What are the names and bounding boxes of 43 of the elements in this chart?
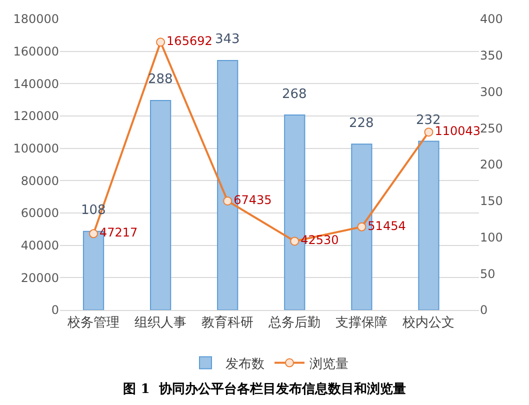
y-tick-label: 140000 <box>13 76 59 91</box>
y-tick-label: 80000 <box>20 174 59 188</box>
x-tick-label: 教育科研 <box>202 314 254 331</box>
x-tick-label: 校内公文 <box>402 316 455 331</box>
y2-tick-label: 250 <box>480 121 503 136</box>
y2-tick-label: 100 <box>480 230 503 244</box>
y-tick-label: 20000 <box>20 270 59 285</box>
point <box>156 38 166 47</box>
y2-tick-label: 350 <box>480 48 503 63</box>
point <box>223 196 232 206</box>
data-label: 47217 <box>100 226 138 240</box>
y2-tick-label: 150 <box>480 194 503 208</box>
point <box>357 222 366 232</box>
bar <box>418 140 440 310</box>
x-tick-label: 组织人事 <box>134 316 187 331</box>
x-tick-label: 支撑保障 <box>336 316 388 331</box>
legend-label: 浏览量 <box>310 356 348 372</box>
y-tick-label: 60000 <box>20 206 59 220</box>
point <box>424 128 434 137</box>
data-label: 228 <box>349 116 374 131</box>
y-tick-label: 40000 <box>20 238 59 253</box>
bar <box>150 100 172 310</box>
legend-label: 发布数 <box>226 356 264 372</box>
text: 图 1 协同办公平台各栏目发布信息数目和浏览量 <box>123 380 406 397</box>
y-tick-label: 180000 <box>13 12 59 26</box>
y2-tick-label: 200 <box>480 158 503 172</box>
y-tick-label: 160000 <box>13 44 59 59</box>
y-tick-label: 120000 <box>13 109 59 124</box>
point <box>290 236 300 246</box>
x-tick-label: 校务管理 <box>66 316 120 331</box>
data-label: 268 <box>282 87 307 102</box>
y2-tick-label: 400 <box>480 12 503 26</box>
data-label: 110043 <box>434 124 481 138</box>
data-label: 165692 <box>166 34 212 48</box>
y-tick-label: 100000 <box>13 142 59 156</box>
y2-tick-label: 300 <box>480 84 503 99</box>
y-tick-label: 0 <box>51 303 59 318</box>
y2-tick-label: 50 <box>480 266 496 281</box>
data-label: 288 <box>148 72 173 87</box>
data-label: 343 <box>215 32 240 47</box>
point <box>89 229 98 238</box>
y2-tick-label: 0 <box>480 303 488 318</box>
x-tick-label: 总务后勤 <box>268 316 321 331</box>
